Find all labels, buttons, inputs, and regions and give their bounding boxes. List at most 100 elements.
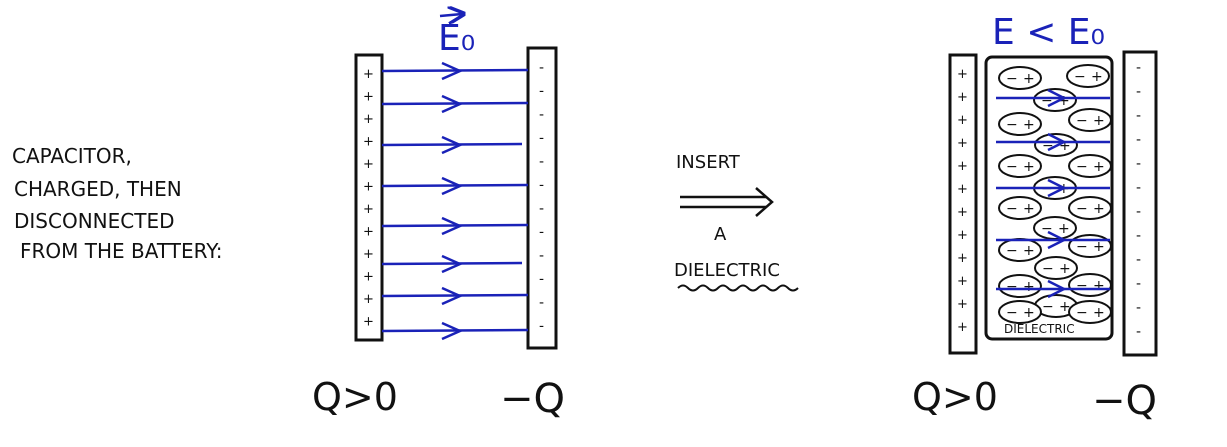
svg-text:+: + (1023, 279, 1035, 295)
minus-sign: - (539, 319, 544, 335)
svg-text:−: − (1076, 201, 1088, 217)
left-capacitor: + + + + + + + + + + + + - - - - - - - - - - - - E₀ Q>0 −Q (312, 14, 565, 422)
svg-text:−: − (1076, 159, 1088, 175)
svg-text:+: + (1023, 201, 1035, 217)
field-arrowhead (441, 286, 464, 306)
svg-text:+: + (1023, 71, 1035, 87)
plus-sign: + (363, 157, 374, 172)
svg-text:−: − (1041, 93, 1053, 109)
dielectric-molecule: −+ (998, 238, 1042, 262)
right-minus-signs: - - - - - - - - - - - - (1136, 60, 1141, 340)
svg-text:+: + (1023, 117, 1035, 133)
plus-sign: + (957, 90, 968, 105)
field-line (381, 293, 529, 298)
field-arrowhead (441, 61, 464, 81)
dielectric-molecule: −+ (998, 112, 1042, 136)
field-line (381, 328, 529, 333)
field-line (381, 101, 529, 106)
field-line (381, 68, 529, 73)
field-arrowhead (441, 94, 464, 114)
dielectric-molecule: −+ (998, 154, 1042, 178)
svg-text:+: + (1059, 138, 1071, 154)
polarized-molecules: −+−+−+−+−+−+−+−+−+−+−+−+−+−+−+−+−+−+−+−+ (998, 64, 1112, 324)
plus-sign: + (363, 67, 374, 82)
left-plus-signs: + + + + + + + + + + + + (363, 67, 374, 330)
svg-text:−: − (1006, 305, 1018, 321)
minus-sign: - (539, 84, 544, 100)
double-arrow-head (755, 187, 774, 217)
dielectric-molecule: −+ (998, 300, 1042, 324)
field-line (381, 223, 529, 228)
plus-sign: + (957, 205, 968, 220)
left-field-label: E₀ (438, 18, 475, 59)
field-arrowhead (1047, 178, 1067, 198)
insert-label: INSERT (676, 152, 741, 173)
field-vector-arrow (439, 14, 462, 16)
minus-sign: - (1136, 84, 1141, 100)
left-negative-charge-label: −Q (500, 376, 565, 422)
plus-sign: + (363, 315, 374, 330)
svg-text:−: − (1006, 201, 1018, 217)
minus-sign: - (539, 178, 544, 194)
minus-sign: - (539, 60, 544, 76)
plus-sign: + (363, 270, 374, 285)
minus-sign: - (1136, 324, 1141, 340)
field-arrowhead (441, 176, 464, 196)
dielectric-molecule: −+ (1068, 234, 1112, 258)
caption-line-4: FROM THE BATTERY: (20, 239, 223, 263)
left-field-lines (381, 61, 529, 341)
plus-sign: + (957, 67, 968, 82)
right-positive-plate (948, 53, 978, 355)
left-positive-charge-label: Q>0 (312, 375, 398, 419)
svg-text:−: − (1006, 159, 1018, 175)
svg-text:−: − (1042, 299, 1054, 315)
dielectric-molecule: −+ (998, 196, 1042, 220)
right-negative-charge-label: −Q (1092, 378, 1157, 424)
field-arrowhead (1047, 279, 1067, 299)
left-negative-plate (526, 46, 558, 350)
minus-sign: - (539, 225, 544, 241)
minus-sign: - (539, 248, 544, 264)
plus-sign: + (957, 251, 968, 266)
plus-sign: + (957, 136, 968, 151)
dielectric-molecule: −+ (1068, 300, 1112, 324)
dielectric-squiggle (677, 284, 799, 292)
svg-text:+: + (1058, 93, 1070, 109)
plus-sign: + (363, 247, 374, 262)
svg-text:+: + (1059, 261, 1071, 277)
plus-sign: + (957, 182, 968, 197)
svg-text:−: − (1006, 243, 1018, 259)
dielectric-molecule: −+ (1068, 273, 1112, 297)
plus-sign: + (363, 202, 374, 217)
plus-sign: + (957, 274, 968, 289)
right-plus-signs: + + + + + + + + + + + + (957, 67, 968, 335)
svg-text:−: − (1006, 117, 1018, 133)
dielectric-slab (984, 55, 1114, 341)
left-positive-plate (354, 53, 384, 342)
svg-text:+: + (1093, 201, 1105, 217)
svg-text:+: + (1093, 305, 1105, 321)
minus-sign: - (539, 154, 544, 170)
svg-text:+: + (1023, 243, 1035, 259)
svg-text:+: + (1091, 69, 1103, 85)
minus-sign: - (1136, 252, 1141, 268)
svg-text:+: + (1093, 113, 1105, 129)
right-capacitor: ++++++++++++ ------------ − + − +− +− + − +− +− +… (912, 12, 1158, 424)
field-arrowhead (1047, 230, 1067, 250)
dielectric-molecule: −+ (1068, 154, 1112, 178)
svg-text:−: − (1042, 261, 1054, 277)
plus-sign: + (957, 297, 968, 312)
dielectric-molecule: −+ (1034, 256, 1078, 280)
minus-sign: - (1136, 108, 1141, 124)
minus-sign: - (1136, 276, 1141, 292)
caption-line-1: CAPACITOR, (12, 144, 132, 168)
svg-text:−: − (1076, 239, 1088, 255)
a-label: A (714, 224, 727, 245)
svg-text:+: + (1023, 305, 1035, 321)
right-negative-plate (1122, 50, 1158, 357)
svg-text:−: − (1006, 279, 1018, 295)
right-field-label: E < E₀ (992, 12, 1105, 53)
insert-dielectric-step: INSERT A DIELECTRIC (674, 152, 799, 292)
field-arrowhead (441, 321, 464, 341)
